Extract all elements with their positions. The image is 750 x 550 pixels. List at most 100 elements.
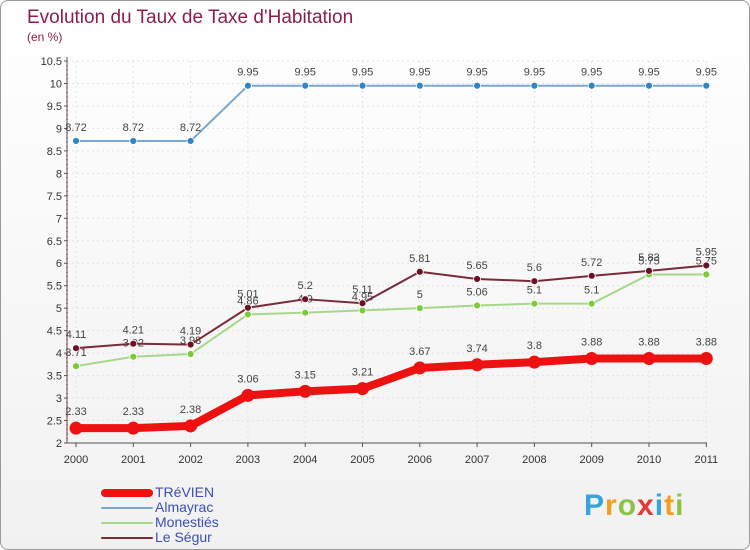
legend: TRéVIEN Almayrac Monestiés Le Ségur	[101, 485, 219, 545]
data-point-le-segur	[301, 295, 310, 304]
data-label-trevien: 3.21	[352, 367, 373, 379]
data-label-trevien: 2.33	[65, 406, 86, 418]
x-tick-label: 2002	[178, 454, 202, 466]
data-label-almayrac: 8.72	[180, 122, 201, 134]
data-label-almayrac: 8.72	[65, 122, 86, 134]
series-line-trevien	[72, 354, 711, 433]
logo-letter: r	[605, 489, 618, 522]
y-tick-label: 5	[56, 303, 62, 315]
legend-swatch	[101, 521, 153, 524]
data-label-trevien: 3.88	[581, 337, 602, 349]
x-tick-label: 2011	[694, 454, 718, 466]
data-point-monesties	[415, 304, 424, 313]
data-point-almayrac	[415, 81, 424, 90]
x-tick-label: 2006	[408, 454, 432, 466]
data-point-monesties	[72, 362, 80, 371]
legend-swatch	[101, 506, 153, 509]
data-point-almayrac	[645, 81, 653, 90]
data-label-le-segur: 4.11	[66, 329, 87, 341]
y-tick-label: 6.5	[47, 236, 62, 248]
y-tick-label: 8.5	[47, 146, 62, 158]
proxiti-logo: Proxiti	[584, 489, 684, 523]
logo-letter: P	[584, 489, 606, 522]
legend-item: Almayrac	[101, 500, 219, 515]
data-point-almayrac	[129, 137, 138, 145]
data-point-le-segur	[358, 299, 367, 308]
data-point-le-segur	[702, 261, 711, 270]
legend-label: Le Ségur	[155, 529, 212, 545]
y-tick-label: 10	[50, 78, 62, 90]
y-tick-label: 3.5	[47, 371, 62, 383]
data-label-le-segur: 4.21	[123, 325, 144, 337]
logo-letter: i	[675, 489, 685, 522]
data-label-le-segur: 5.6	[527, 262, 542, 274]
data-label-le-segur: 5.11	[352, 284, 373, 296]
data-point-le-segur	[243, 303, 252, 312]
x-tick-label: 2000	[64, 454, 88, 466]
x-tick-label: 2010	[637, 454, 661, 466]
data-label-almayrac: 9.95	[638, 67, 659, 79]
data-label-le-segur: 5.81	[409, 253, 430, 265]
y-tick-label: 7.5	[47, 191, 62, 203]
data-point-trevien	[241, 388, 255, 402]
data-label-almayrac: 9.95	[237, 67, 258, 79]
data-label-almayrac: 9.95	[524, 67, 545, 79]
data-point-monesties	[186, 350, 195, 358]
y-tick-label: 9	[56, 123, 62, 135]
data-label-le-segur: 5.2	[298, 280, 313, 292]
data-point-trevien	[699, 352, 713, 366]
data-point-le-segur	[587, 271, 596, 280]
x-tick-label: 2009	[579, 454, 603, 466]
data-point-almayrac	[702, 81, 711, 90]
data-label-almayrac: 9.95	[696, 67, 717, 79]
data-point-trevien	[527, 355, 541, 369]
data-label-le-segur: 5.72	[581, 257, 602, 269]
y-tick-label: 10.5	[41, 56, 62, 68]
data-point-trevien	[642, 352, 656, 366]
data-point-le-segur	[186, 340, 195, 349]
data-point-monesties	[702, 270, 711, 279]
data-label-monesties: 5	[417, 289, 423, 301]
chart-title: Evolution du Taux de Taxe d'Habitation	[27, 7, 354, 28]
legend-item: Le Ségur	[101, 530, 219, 545]
series-line-almayrac	[75, 84, 708, 142]
data-point-almayrac	[186, 137, 195, 145]
data-point-trevien	[69, 421, 83, 435]
data-point-le-segur	[530, 277, 539, 286]
y-tick-label: 4	[56, 348, 62, 360]
data-label-trevien: 3.8	[527, 340, 542, 352]
data-label-trevien: 2.33	[123, 406, 144, 418]
series-line-le-segur	[75, 264, 708, 350]
chart-subtitle: (en %)	[27, 30, 63, 44]
data-label-almayrac: 9.95	[466, 67, 487, 79]
data-label-monesties: 4.86	[237, 295, 258, 307]
legend-label: TRéVIEN	[155, 484, 215, 500]
data-label-almayrac: 9.95	[409, 67, 430, 79]
x-tick-label: 2008	[522, 454, 546, 466]
data-point-trevien	[298, 384, 312, 398]
y-tick-label: 7	[56, 213, 62, 225]
data-label-le-segur: 5.95	[696, 246, 717, 258]
y-tick-label: 9.5	[47, 101, 62, 113]
data-label-trevien: 3.88	[638, 337, 659, 349]
data-point-almayrac	[587, 81, 596, 90]
legend-label: Almayrac	[155, 499, 214, 515]
logo-letter: x	[637, 489, 655, 522]
data-label-monesties: 5.06	[466, 286, 487, 298]
legend-swatch	[101, 536, 153, 539]
data-label-le-segur: 5.83	[638, 252, 659, 264]
data-point-almayrac	[72, 137, 80, 145]
y-tick-label: 4.5	[47, 326, 62, 338]
data-point-monesties	[530, 299, 539, 308]
series-line-monesties	[75, 273, 708, 368]
logo-letter: t	[664, 489, 676, 522]
data-label-trevien: 3.15	[294, 369, 315, 381]
data-label-almayrac: 9.95	[352, 67, 373, 79]
x-tick-label: 2007	[465, 454, 489, 466]
x-tick-label: 2003	[236, 454, 260, 466]
data-label-le-segur: 5.01	[237, 289, 258, 301]
data-point-monesties	[358, 306, 367, 315]
y-tick-label: 2.5	[47, 416, 62, 428]
